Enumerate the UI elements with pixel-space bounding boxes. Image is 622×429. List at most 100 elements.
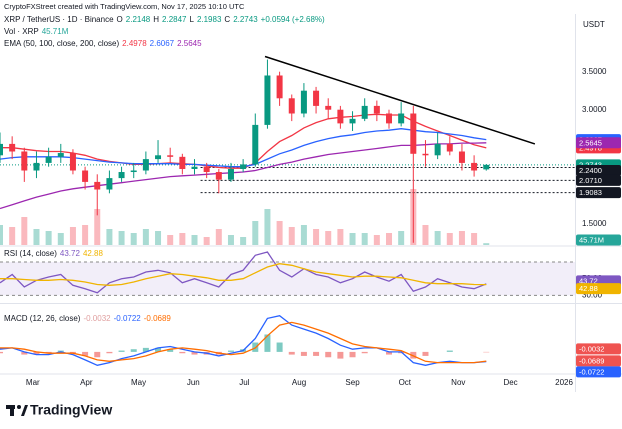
trendline (264, 55, 536, 145)
level-tag: 2.2400 (579, 166, 602, 175)
ohlc-letter: C (224, 15, 230, 24)
x-tick-label: Mar (26, 378, 40, 387)
ohlc-value: 2.2743 (233, 15, 258, 24)
candle-body (106, 178, 113, 190)
volume-bar (422, 225, 429, 245)
x-tick-label: 2026 (555, 378, 573, 387)
macd-histogram (337, 351, 344, 359)
x-tick-label: Nov (451, 378, 465, 387)
volume-bar (179, 233, 186, 245)
macd-histogram (21, 351, 28, 355)
candle-body (361, 105, 368, 119)
volume-bar (361, 233, 368, 245)
macd-histogram (446, 350, 453, 352)
volume-bar (155, 231, 162, 245)
candle-body (45, 156, 52, 163)
macd-histogram (386, 351, 393, 355)
volume-bar (82, 225, 89, 245)
ohlc-letter: L (189, 15, 194, 24)
volume-bar (130, 233, 137, 245)
volume-bar (458, 231, 465, 245)
candle-body (483, 164, 490, 170)
volume-bar (325, 231, 332, 245)
candle-body (458, 151, 465, 163)
macd-histogram (130, 349, 137, 352)
brand: TradingView (30, 402, 112, 418)
volume-bar (69, 227, 76, 245)
macd-tag-bg (576, 343, 621, 355)
volume-bar (434, 231, 441, 245)
x-tick-label: Aug (292, 378, 306, 387)
candle-body (0, 143, 3, 156)
candle-body (325, 105, 332, 110)
y-tick-label: 3.5000 (582, 67, 607, 76)
volume-tag-bg (576, 234, 621, 246)
candle-body (252, 124, 259, 165)
legend-row: EMA (50, 100, close, 200, close) 2.4978 2.… (4, 39, 202, 48)
volume-bar (240, 237, 247, 245)
candle-body (118, 172, 125, 179)
candle-body (9, 143, 16, 152)
macd-histogram (118, 350, 125, 352)
volume-bar (142, 229, 149, 245)
candle-body (203, 166, 210, 173)
y-tick-label: 3.0000 (582, 105, 607, 114)
rsi-value: 42.88 (83, 249, 104, 258)
candle-body (215, 172, 222, 180)
volume-bar (33, 229, 40, 245)
legend-row: Vol · XRP 45.71M (4, 27, 69, 36)
candle-body (410, 113, 417, 154)
volume-bar (45, 231, 52, 245)
macd-histogram (142, 347, 149, 352)
macd-histogram (191, 351, 198, 355)
ema-value: 2.5645 (177, 39, 202, 48)
x-tick-label: Oct (399, 378, 412, 387)
macd-histogram (57, 350, 64, 352)
ema-title: EMA (50, 100, close, 200, close) (4, 39, 120, 48)
volume-title: Vol · XRP (4, 27, 39, 36)
candle-body (94, 181, 101, 190)
volume-bar (483, 243, 490, 245)
macd-histogram (33, 351, 40, 355)
volume-bar (94, 209, 101, 245)
candle-body (142, 159, 149, 171)
volume-bar (373, 235, 380, 245)
volume-bar (57, 233, 64, 245)
macd-histogram (276, 342, 283, 352)
candle-body (167, 155, 174, 157)
candle-body (276, 75, 283, 99)
macd-tag-bg (576, 355, 621, 367)
macd-line (0, 321, 487, 364)
macd-histogram (313, 351, 320, 356)
level-tag: 2.0710 (579, 176, 602, 185)
volume-bar (337, 229, 344, 245)
volume-bar (471, 233, 478, 245)
candle-body (422, 153, 429, 156)
ohlc-value: 2.2148 (126, 15, 151, 24)
candle-body (373, 105, 380, 114)
macd-histogram (349, 351, 356, 358)
candle-body (264, 75, 271, 125)
candle-body (446, 143, 453, 152)
rsi-line (0, 251, 487, 294)
volume-value: 45.71M (42, 27, 69, 36)
change: +0.0594 (+2.68%) (261, 15, 325, 24)
ohlc-letter: H (153, 15, 159, 24)
ohlc-letter: O (117, 15, 123, 24)
candle-body (155, 155, 162, 160)
x-tick-label: Sep (345, 378, 360, 387)
candle-body (82, 170, 89, 182)
macd-line (0, 314, 487, 366)
candle-body (471, 162, 478, 171)
macd-tag: -0.0722 (579, 367, 604, 376)
candle-body (288, 98, 295, 114)
candle-body (300, 90, 307, 114)
credit: CryptoFXStreet created with TradingView.… (4, 2, 245, 11)
rsi-band (0, 262, 575, 296)
volume-bar (191, 235, 198, 245)
macd-value: -0.0722 (114, 314, 142, 323)
macd-histogram (0, 351, 3, 354)
ema-tag-bg (576, 137, 621, 149)
volume-bar (398, 231, 405, 245)
